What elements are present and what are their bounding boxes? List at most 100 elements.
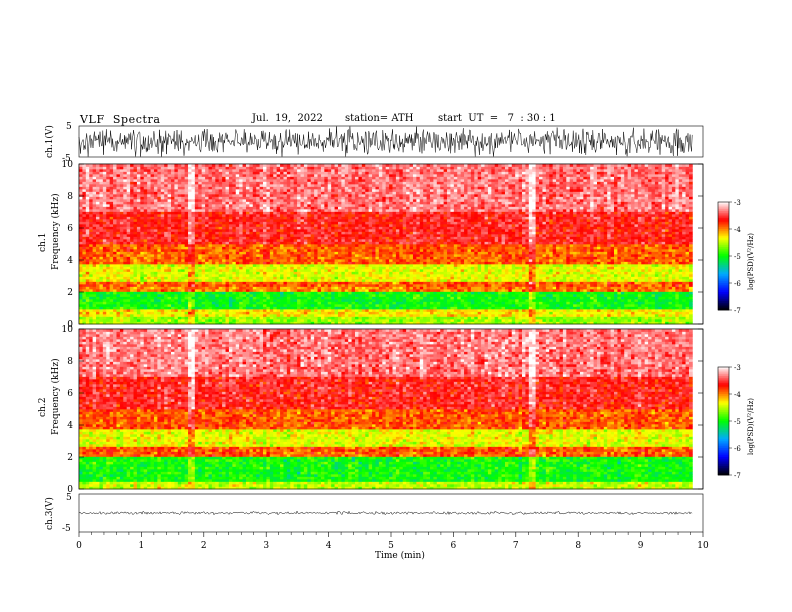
ch1-psd-cell xyxy=(205,311,209,315)
ch1-psd-cell xyxy=(327,256,332,260)
ch1-psd-cell xyxy=(303,171,308,175)
ch1-psd-cell xyxy=(286,244,291,247)
ch1-psd-cell xyxy=(113,194,117,197)
ch1-psd-cell xyxy=(106,164,111,167)
ch1-psd-cell xyxy=(171,224,175,227)
ch1-psd-cell xyxy=(263,164,267,167)
ch1-psd-cell xyxy=(300,194,305,197)
ch1-psd-cell xyxy=(181,176,185,180)
ch1-psd-cell xyxy=(215,281,220,285)
ch1-psd-cell xyxy=(123,321,128,325)
ch1-psd-cell xyxy=(116,319,121,322)
ch1-psd-cell xyxy=(259,169,264,172)
ch1-psd-cell xyxy=(303,241,308,245)
ch1-psd-cell xyxy=(160,244,165,247)
ch1-psd-cell xyxy=(147,279,151,282)
ch1-psd-cell xyxy=(116,271,121,275)
ch1-psd-cell xyxy=(290,254,295,257)
ch1-psd-cell xyxy=(133,241,138,245)
ch1-psd-cell xyxy=(310,289,315,292)
ch1-psd-cell xyxy=(314,276,318,280)
ch1-psd-cell xyxy=(235,186,240,190)
ch1-psd-cell xyxy=(201,169,206,172)
ch1-psd-cell xyxy=(147,286,151,290)
ch1-psd-cell xyxy=(228,206,233,210)
ch1-psd-cell xyxy=(283,304,288,307)
ch1-psd-cell xyxy=(232,181,237,185)
ch1-psd-cell xyxy=(239,301,243,305)
ch1-psd-cell xyxy=(198,181,203,185)
ch1-psd-cell xyxy=(331,256,335,260)
ch1-psd-cell xyxy=(82,319,87,322)
ch1-psd-cell xyxy=(317,249,322,252)
ch1-psd-cell xyxy=(310,204,315,207)
ch1-psd-cell xyxy=(331,216,335,220)
ch1-psd-cell xyxy=(89,216,93,220)
ch1-psd-cell xyxy=(290,164,295,167)
ch1-psd-cell xyxy=(266,194,271,197)
ch1-psd-cell xyxy=(218,184,223,187)
ch1-psd-cell xyxy=(85,249,90,252)
ch1-psd-cell xyxy=(143,166,148,170)
ch1-psd-cell xyxy=(225,306,230,310)
ch1-psd-cell xyxy=(317,169,322,172)
ch1-psd-cell xyxy=(119,264,124,267)
ch1-psd-cell xyxy=(113,211,117,215)
ch1-psd-cell xyxy=(147,201,151,205)
ch1-psd-cell xyxy=(276,279,281,282)
ch1-psd-cell xyxy=(109,181,114,185)
ch1-psd-cell xyxy=(314,246,318,250)
ch1-psd-cell xyxy=(79,166,83,170)
ch1-psd-cell xyxy=(228,171,233,175)
ch1-psd-cell xyxy=(85,164,90,167)
ch1-psd-cell xyxy=(109,169,114,172)
ch1-psd-cell xyxy=(245,194,250,197)
ch1-psd-cell xyxy=(263,281,267,285)
ch1-psd-cell xyxy=(256,266,260,270)
ch1-psd-cell xyxy=(85,241,90,245)
ch1-psd-cell xyxy=(331,284,335,287)
ch1-psd-cell xyxy=(102,189,107,192)
ch1-psd-cell xyxy=(290,239,295,242)
ch1-psd-cell xyxy=(153,214,158,217)
ch1-psd-cell xyxy=(314,176,318,180)
ch1-psd-cell xyxy=(263,194,267,197)
ch1-psd-cell xyxy=(256,166,260,170)
ch1-psd-cell xyxy=(293,211,298,215)
ch1-psd-cell xyxy=(239,166,243,170)
ch1-psd-cell xyxy=(205,316,209,320)
ch1-psd-cell xyxy=(160,209,165,212)
ch1-psd-cell xyxy=(109,201,114,205)
ch1-psd-cell xyxy=(106,219,111,222)
ch1-psd-cell xyxy=(201,319,206,322)
ch1-psd-cell xyxy=(126,249,131,252)
ch1-psd-cell xyxy=(143,279,148,282)
ch1-psd-cell xyxy=(324,314,329,317)
ch1-psd-cell xyxy=(201,251,206,255)
ch1-psd-cell xyxy=(99,271,104,275)
ch1-psd-cell xyxy=(113,289,117,292)
ch1-psd-cell xyxy=(188,291,192,295)
ch1-psd-cell xyxy=(198,281,203,285)
ch1-psd-cell xyxy=(310,174,315,177)
ch1-psd-cell xyxy=(188,191,192,195)
ch1-psd-cell xyxy=(314,194,318,197)
ch1-psd-cell xyxy=(300,214,305,217)
ch1-psd-cell xyxy=(96,196,100,200)
ch1-psd-cell xyxy=(198,304,203,307)
ch1-psd-cell xyxy=(269,164,274,167)
ch1-psd-cell xyxy=(252,271,257,275)
ch1-psd-cell xyxy=(252,309,257,312)
ch1-psd-cell xyxy=(314,271,318,275)
ch1-psd-cell xyxy=(280,319,284,322)
ch1-psd-cell xyxy=(109,196,114,200)
ch1-psd-cell xyxy=(143,191,148,195)
ch1-psd-cell xyxy=(239,251,243,255)
ch1-psd-cell xyxy=(245,256,250,260)
ch1-psd-cell xyxy=(85,269,90,272)
ch1-psd-cell xyxy=(92,189,97,192)
ch1-psd-cell xyxy=(140,204,145,207)
ch1-psd-cell xyxy=(235,296,240,300)
ch1-psd-cell xyxy=(119,211,124,215)
ch1-psd-cell xyxy=(245,211,250,215)
